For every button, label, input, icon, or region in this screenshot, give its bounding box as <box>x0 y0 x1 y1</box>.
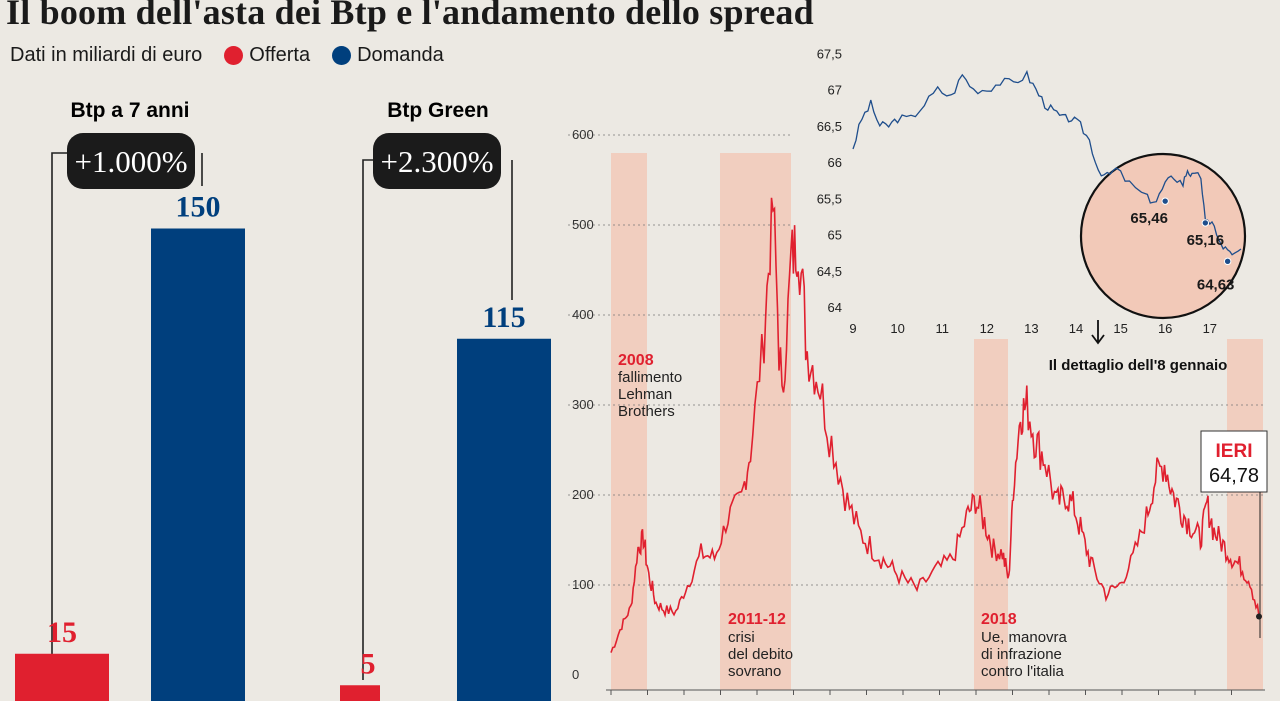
inset-x-tick-label: 10 <box>890 321 904 336</box>
bar-offerta <box>340 685 380 701</box>
y-tick-label: 100 <box>572 577 594 592</box>
badge-bracket <box>51 152 203 701</box>
inset-line-chart: 64 64,5 65 65,5 66 66,5 67 67,5 9 10 11 12 13 14 15 16… <box>817 46 1247 374</box>
inset-x-axis: 9 10 11 12 13 14 15 16 17 <box>849 321 1217 336</box>
inset-x-tick-label: 11 <box>935 321 949 336</box>
highlight-band-2018 <box>974 339 1008 690</box>
inset-y-tick-label: 66,5 <box>817 119 842 134</box>
legend-unit-text: Dati in miliardi di euro <box>10 44 203 66</box>
inset-x-tick-label: 9 <box>849 321 856 336</box>
spread-line-chart: 0 100 200 300 400 500 600 2008 fallimento Lehm… <box>568 127 1268 695</box>
bar-value-label: 115 <box>482 301 525 334</box>
spread-series-line <box>610 197 1260 653</box>
spread-y-axis: 0 100 200 300 400 500 600 <box>572 127 594 682</box>
highlight-band-ieri <box>1227 339 1263 690</box>
annotation-2011-text: del debito <box>728 646 793 663</box>
annotation-2008-year: 2008 <box>618 352 654 369</box>
inset-y-tick-label: 67 <box>828 83 842 98</box>
inset-point-marker <box>1201 219 1210 227</box>
inset-y-axis: 64 64,5 65 65,5 66 66,5 67 67,5 <box>817 46 842 315</box>
bar-group-btp-7-anni: Btp a 7 anni +1.000% 15 150 <box>15 99 245 701</box>
growth-badge-label: +2.300% <box>380 144 493 179</box>
inset-y-tick-label: 66 <box>828 155 842 170</box>
inset-caption: Il dettaglio dell'8 gennaio <box>1049 357 1228 374</box>
spread-x-ticks <box>610 690 1232 695</box>
last-value-callout <box>1200 430 1268 493</box>
annotation-2018-text: di infrazione <box>981 646 1062 663</box>
legend-offer-label: Offerta <box>249 44 311 66</box>
inset-series-line <box>852 69 1242 256</box>
annotation-2011-year: 2011-12 <box>728 611 786 628</box>
bar-group-btp-green: Btp Green +2.300% 5 115 <box>340 99 551 701</box>
inset-point-label: 65,46 <box>1130 210 1168 227</box>
inset-point-marker <box>1161 197 1169 205</box>
y-tick-label: 300 <box>572 397 594 412</box>
legend: Dati in miliardi di euro Offerta Domanda <box>10 44 444 67</box>
inset-point-label: 65,16 <box>1187 232 1225 249</box>
bar-value-label: 5 <box>361 647 376 680</box>
highlight-band-2008 <box>611 153 647 690</box>
annotation-2008-text: Lehman <box>618 386 672 403</box>
last-value-number: 64,78 <box>1209 465 1259 487</box>
inset-x-tick-label: 14 <box>1069 321 1083 336</box>
growth-badge <box>373 133 501 189</box>
inset-x-tick-label: 13 <box>1024 321 1038 336</box>
annotation-2011-text: crisi <box>728 629 755 646</box>
bar-group-title: Btp a 7 anni <box>70 99 189 122</box>
bar-domanda <box>151 228 245 701</box>
zoom-circle <box>1079 152 1247 320</box>
inset-y-tick-label: 65,5 <box>817 191 842 206</box>
badge-bracket <box>362 159 513 680</box>
bar-value-label: 150 <box>176 191 221 224</box>
legend-demand-label: Domanda <box>357 44 444 66</box>
inset-x-tick-label: 17 <box>1203 321 1217 336</box>
inset-point-marker <box>1223 257 1232 266</box>
annotation-2008-text: Brothers <box>618 403 675 420</box>
inset-x-tick-label: 15 <box>1113 321 1127 336</box>
y-tick-label: 0 <box>572 667 579 682</box>
inset-x-tick-label: 16 <box>1158 321 1172 336</box>
inset-y-tick-label: 64 <box>828 300 842 315</box>
last-value-tag: IERI <box>1216 441 1253 462</box>
arrow-down-icon <box>1091 320 1105 345</box>
bar-offerta <box>15 653 109 701</box>
spread-gridlines <box>568 134 1265 586</box>
page-title: Il boom dell'asta dei Btp e l'andamento … <box>6 0 814 32</box>
y-tick-label: 200 <box>572 487 594 502</box>
inset-y-tick-label: 65 <box>828 228 842 243</box>
legend-demand-swatch <box>332 46 352 65</box>
bar-domanda <box>457 338 551 701</box>
annotation-2018-text: contro l'italia <box>981 663 1065 680</box>
inset-point-labels: 65,46 65,16 64,63 <box>1130 197 1235 293</box>
y-tick-label: 400 <box>572 307 594 322</box>
annotation-2011-text: sovrano <box>728 663 781 680</box>
growth-badge <box>67 133 195 189</box>
spread-end-point <box>1256 613 1262 620</box>
inset-x-tick-label: 12 <box>980 321 994 336</box>
inset-y-tick-label: 67,5 <box>817 46 842 61</box>
annotation-2018-text: Ue, manovra <box>981 629 1068 646</box>
annotation-2008-text: fallimento <box>618 369 682 386</box>
annotation-2018-year: 2018 <box>981 611 1017 628</box>
growth-badge-label: +1.000% <box>74 144 187 179</box>
y-tick-label: 500 <box>572 217 594 232</box>
inset-y-tick-label: 64,5 <box>817 264 842 279</box>
y-tick-label: 600 <box>572 127 594 142</box>
inset-point-label: 64,63 <box>1197 276 1235 293</box>
legend-offer-swatch <box>224 46 244 65</box>
bar-value-label: 15 <box>47 616 77 649</box>
bar-group-title: Btp Green <box>387 99 489 122</box>
highlight-band-2011-12 <box>720 153 791 690</box>
